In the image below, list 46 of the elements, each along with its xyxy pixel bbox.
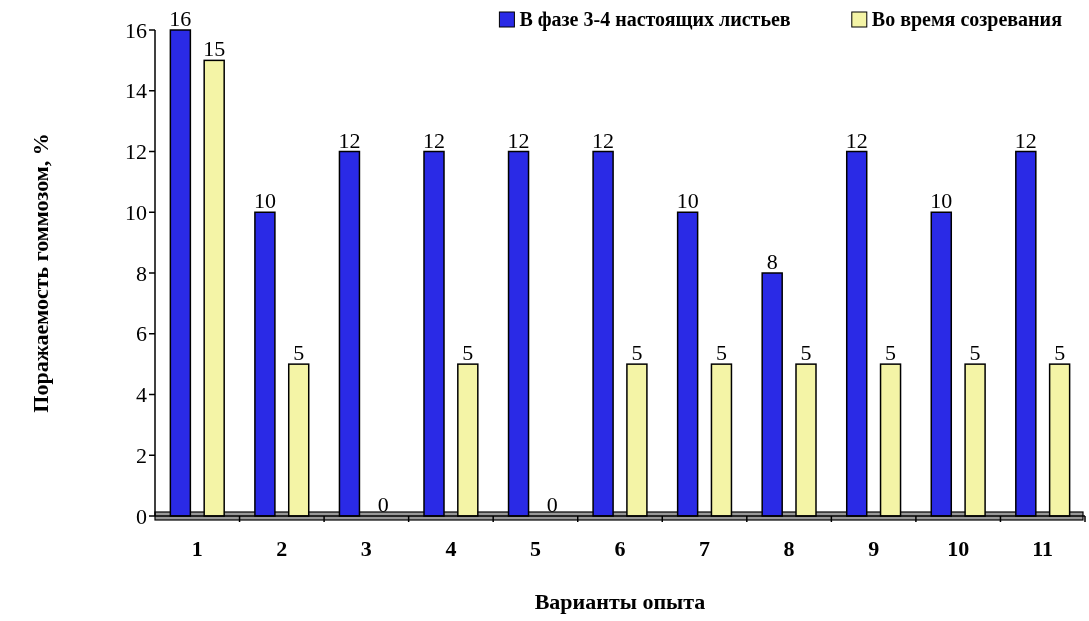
data-label: 5 xyxy=(969,340,981,366)
x-tick-label: 6 xyxy=(614,536,626,561)
data-label: 5 xyxy=(715,340,727,366)
x-tick-label: 7 xyxy=(699,536,711,561)
data-label: 0 xyxy=(546,492,558,517)
x-axis-title: Варианты опыта xyxy=(534,589,706,614)
x-tick-label: 5 xyxy=(529,536,541,561)
y-tick-label: 12 xyxy=(125,139,147,165)
y-tick-label: 4 xyxy=(136,382,147,408)
data-label: 8 xyxy=(766,249,778,274)
data-label: 0 xyxy=(377,492,389,517)
data-label: 10 xyxy=(676,188,699,214)
data-label: 5 xyxy=(800,340,812,366)
y-tick-label: 10 xyxy=(125,199,147,225)
data-label: 10 xyxy=(930,188,953,214)
data-label: 5 xyxy=(462,340,474,366)
data-label: 12 xyxy=(507,127,530,153)
data-label: 12 xyxy=(845,127,868,153)
y-tick-label: 6 xyxy=(136,321,147,347)
y-tick-label: 16 xyxy=(125,17,147,43)
y-tick-label: 2 xyxy=(136,442,147,468)
data-label: 5 xyxy=(885,340,897,366)
data-label: 15 xyxy=(203,36,226,62)
y-tick-label: 14 xyxy=(125,78,147,104)
data-label: 5 xyxy=(293,340,305,366)
x-tick-label: 8 xyxy=(783,536,795,561)
data-label: 5 xyxy=(631,340,643,366)
y-tick-label: 8 xyxy=(136,260,147,286)
x-tick-label: 3 xyxy=(360,536,372,561)
data-label: 12 xyxy=(592,127,615,153)
x-tick-label: 1 xyxy=(191,536,203,561)
data-label: 10 xyxy=(253,188,276,214)
data-label: 12 xyxy=(1014,127,1037,153)
x-tick-label: 10 xyxy=(947,536,970,561)
x-tick-label: 9 xyxy=(868,536,880,561)
y-tick-label: 0 xyxy=(136,503,147,529)
data-label: 5 xyxy=(1054,340,1066,366)
x-tick-label: 2 xyxy=(276,536,288,561)
x-tick-label: 4 xyxy=(445,536,457,561)
data-label: 12 xyxy=(423,127,445,153)
data-label: 16 xyxy=(169,6,192,31)
legend-label: В фазе 3-4 настоящих листьев xyxy=(519,8,791,31)
y-axis-title: Поражаемость гоммозом, % xyxy=(28,133,53,413)
legend-label: Во время созревания xyxy=(871,8,1063,31)
data-label: 12 xyxy=(338,127,361,153)
x-tick-label: 11 xyxy=(1032,536,1054,561)
